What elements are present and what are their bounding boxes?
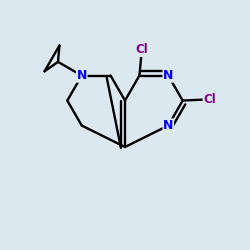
Text: Cl: Cl: [136, 44, 148, 57]
Text: N: N: [163, 119, 173, 132]
Text: N: N: [76, 69, 87, 82]
Text: Cl: Cl: [203, 93, 216, 106]
Text: N: N: [163, 69, 173, 82]
